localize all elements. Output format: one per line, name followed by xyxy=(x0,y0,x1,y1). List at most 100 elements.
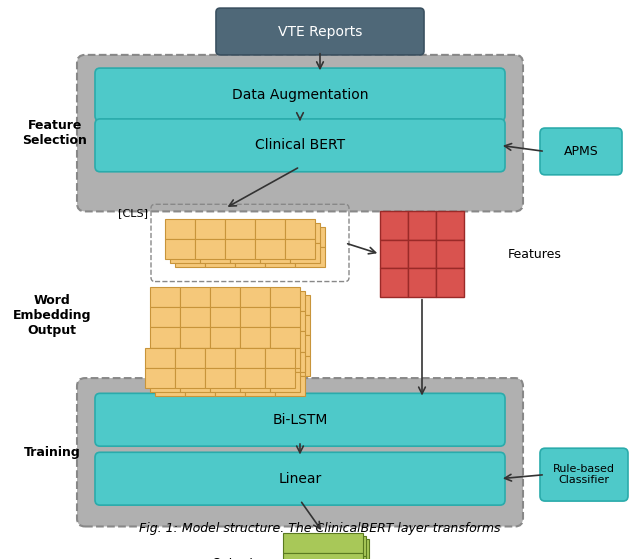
Bar xyxy=(283,533,363,553)
Text: Output: Output xyxy=(212,557,255,559)
Bar xyxy=(170,222,200,243)
Bar xyxy=(190,295,220,315)
Bar xyxy=(170,243,200,263)
Bar xyxy=(150,348,180,368)
Bar xyxy=(180,352,210,372)
FancyBboxPatch shape xyxy=(95,68,505,121)
Bar xyxy=(185,352,215,372)
Bar xyxy=(215,376,245,396)
Bar xyxy=(280,295,310,315)
Bar xyxy=(175,226,205,247)
Bar xyxy=(270,287,300,307)
Bar xyxy=(290,243,320,263)
Bar xyxy=(215,331,245,352)
Bar xyxy=(155,331,185,352)
Bar xyxy=(380,268,408,297)
Bar xyxy=(270,348,300,368)
Text: Features: Features xyxy=(508,248,562,260)
FancyBboxPatch shape xyxy=(95,119,505,172)
Bar xyxy=(180,372,210,392)
Bar xyxy=(230,222,260,243)
Bar xyxy=(195,219,225,239)
Text: Training: Training xyxy=(24,446,81,459)
Bar xyxy=(235,226,265,247)
Bar xyxy=(155,356,185,376)
Bar xyxy=(185,311,215,331)
Text: [CLS]: [CLS] xyxy=(118,209,148,219)
Bar xyxy=(240,307,270,327)
Bar xyxy=(210,287,240,307)
Bar xyxy=(160,295,190,315)
Bar xyxy=(270,327,300,348)
Bar xyxy=(215,356,245,376)
Bar xyxy=(185,356,215,376)
Bar xyxy=(270,352,300,372)
Bar xyxy=(280,335,310,356)
Bar xyxy=(408,211,436,240)
Text: Linear: Linear xyxy=(278,472,322,486)
Bar xyxy=(235,348,265,368)
Bar xyxy=(205,368,235,389)
Bar xyxy=(436,240,464,268)
Bar xyxy=(255,219,285,239)
Text: APMS: APMS xyxy=(564,145,598,158)
Bar xyxy=(205,247,235,267)
Bar xyxy=(240,287,270,307)
Text: Rule-based
Classifier: Rule-based Classifier xyxy=(553,464,615,485)
FancyBboxPatch shape xyxy=(77,378,523,527)
Text: Feature
Selection: Feature Selection xyxy=(22,119,88,147)
Bar xyxy=(175,247,205,267)
Bar xyxy=(280,315,310,335)
Bar xyxy=(275,356,305,376)
Bar xyxy=(265,368,295,389)
Bar xyxy=(220,356,250,376)
Bar xyxy=(240,352,270,372)
Bar xyxy=(155,352,185,372)
Bar xyxy=(285,219,315,239)
Bar xyxy=(286,556,366,559)
Bar xyxy=(145,348,175,368)
Bar xyxy=(215,291,245,311)
Bar xyxy=(205,348,235,368)
Bar xyxy=(180,348,210,368)
Bar xyxy=(250,315,280,335)
FancyBboxPatch shape xyxy=(77,55,523,211)
Text: Clinical BERT: Clinical BERT xyxy=(255,138,345,153)
Bar xyxy=(240,327,270,348)
Bar xyxy=(245,291,275,311)
Bar xyxy=(155,291,185,311)
Bar xyxy=(280,356,310,376)
Bar xyxy=(180,287,210,307)
Bar xyxy=(245,331,275,352)
Text: Word
Embedding
Output: Word Embedding Output xyxy=(13,293,92,337)
Text: VTE Reports: VTE Reports xyxy=(278,25,362,39)
Bar xyxy=(190,356,220,376)
Bar xyxy=(150,327,180,348)
Bar xyxy=(210,352,240,372)
Bar xyxy=(210,372,240,392)
Bar xyxy=(165,219,195,239)
Bar xyxy=(290,222,320,243)
Bar xyxy=(220,315,250,335)
Bar xyxy=(225,239,255,259)
Bar xyxy=(160,335,190,356)
Bar xyxy=(150,372,180,392)
Bar xyxy=(380,211,408,240)
Text: Fig. 1: Model structure. The ClinicalBERT layer transforms: Fig. 1: Model structure. The ClinicalBER… xyxy=(140,522,500,535)
Bar xyxy=(225,219,255,239)
Bar xyxy=(270,307,300,327)
Bar xyxy=(245,352,275,372)
Bar xyxy=(240,372,270,392)
Bar xyxy=(260,243,290,263)
Bar xyxy=(150,307,180,327)
Bar xyxy=(215,352,245,372)
Bar xyxy=(289,539,369,559)
Bar xyxy=(190,335,220,356)
Bar xyxy=(250,356,280,376)
Bar xyxy=(200,222,230,243)
FancyBboxPatch shape xyxy=(216,8,424,55)
Bar xyxy=(250,295,280,315)
Bar xyxy=(265,226,295,247)
Bar xyxy=(260,222,290,243)
Bar xyxy=(250,335,280,356)
